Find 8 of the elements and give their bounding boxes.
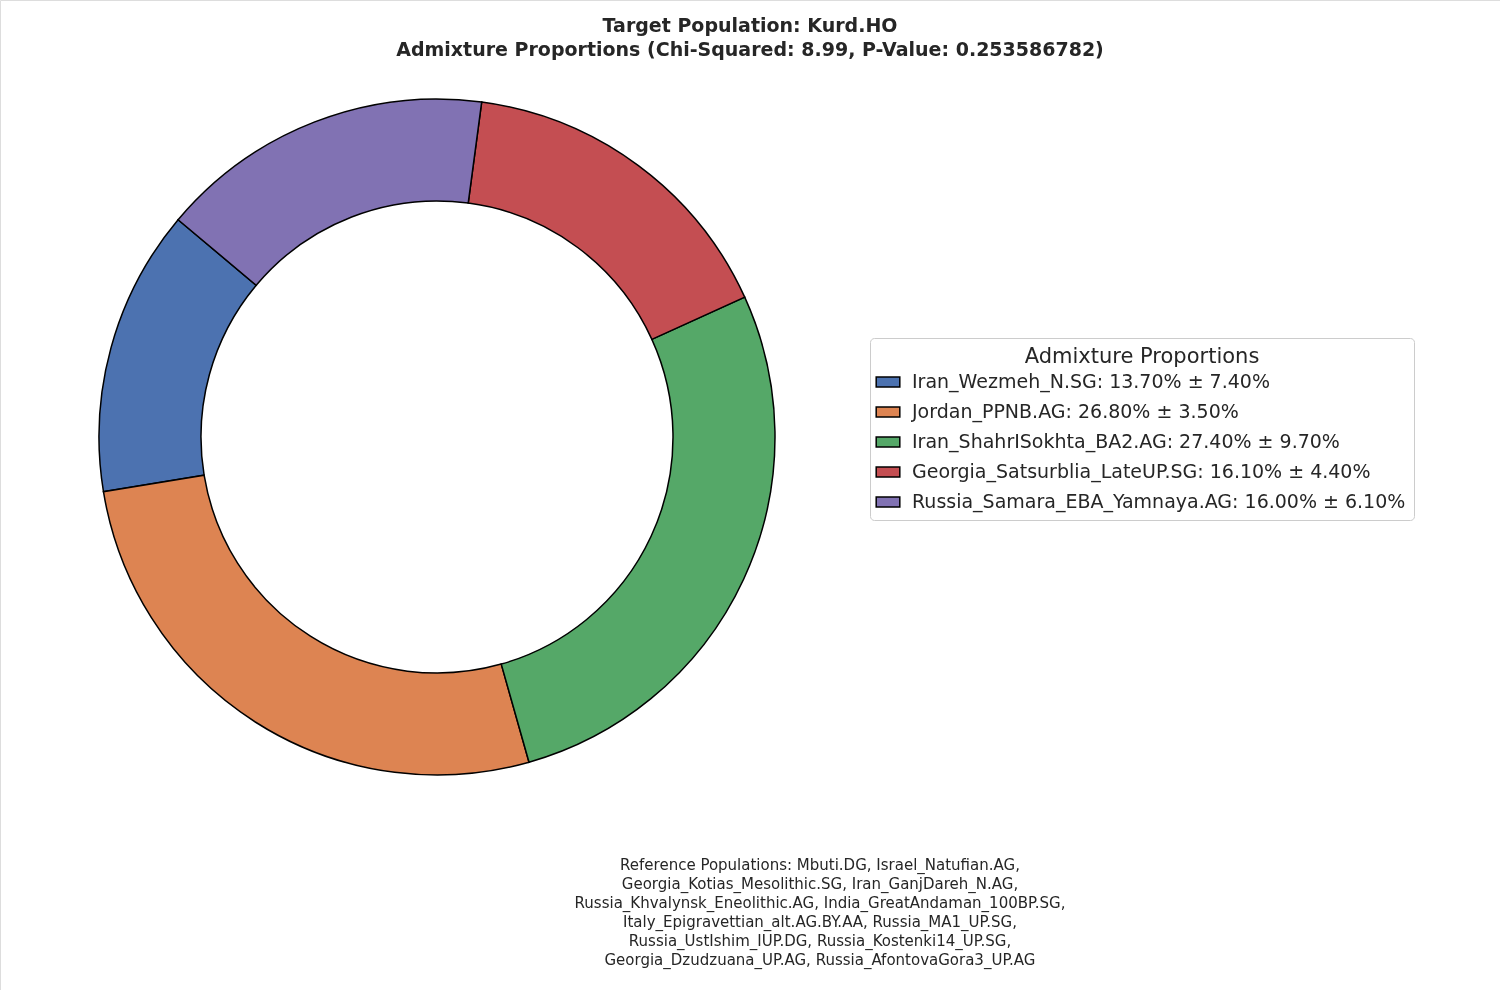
legend-label: Georgia_Satsurblia_LateUP.SG: 16.10% ± 4.40% xyxy=(912,460,1371,483)
legend-label: Iran_ShahrISokhta_BA2.AG: 27.40% ± 9.70% xyxy=(912,430,1340,453)
legend-label: Iran_Wezmeh_N.SG: 13.70% ± 7.40% xyxy=(912,370,1270,393)
legend-label: Russia_Samara_EBA_Yamnaya.AG: 16.00% ± 6.10% xyxy=(912,490,1406,513)
legend-title: Admixture Proportions xyxy=(1024,344,1260,368)
chart-title: Target Population: Kurd.HO Admixture Proportions (Chi-Squared: 8.99, P-Value: 0.253586782) xyxy=(396,14,1104,60)
legend-label: Jordan_PPNB.AG: 26.80% ± 3.50% xyxy=(911,400,1239,423)
text: Reference Populations: Mbuti.DG, Israel_Natufian.AG, Georgia_Kotias_Mesolithic.SG, Iran_GanjDareh_N.AG, Russia_Khvalynsk_Eneolithic.AG, India_GreatAndaman_100BP.SG, Italy_Epigravettian_alt.AG.BY.AA, Russia_MA1_UP.SG, Russia_UstIshim_IUP.DG, Russia_Kostenki14_UP.SG, Georgia_Dzudzuana_UP.AG, Russia_AfontovaGora3_UP.AG xyxy=(574,856,1066,970)
